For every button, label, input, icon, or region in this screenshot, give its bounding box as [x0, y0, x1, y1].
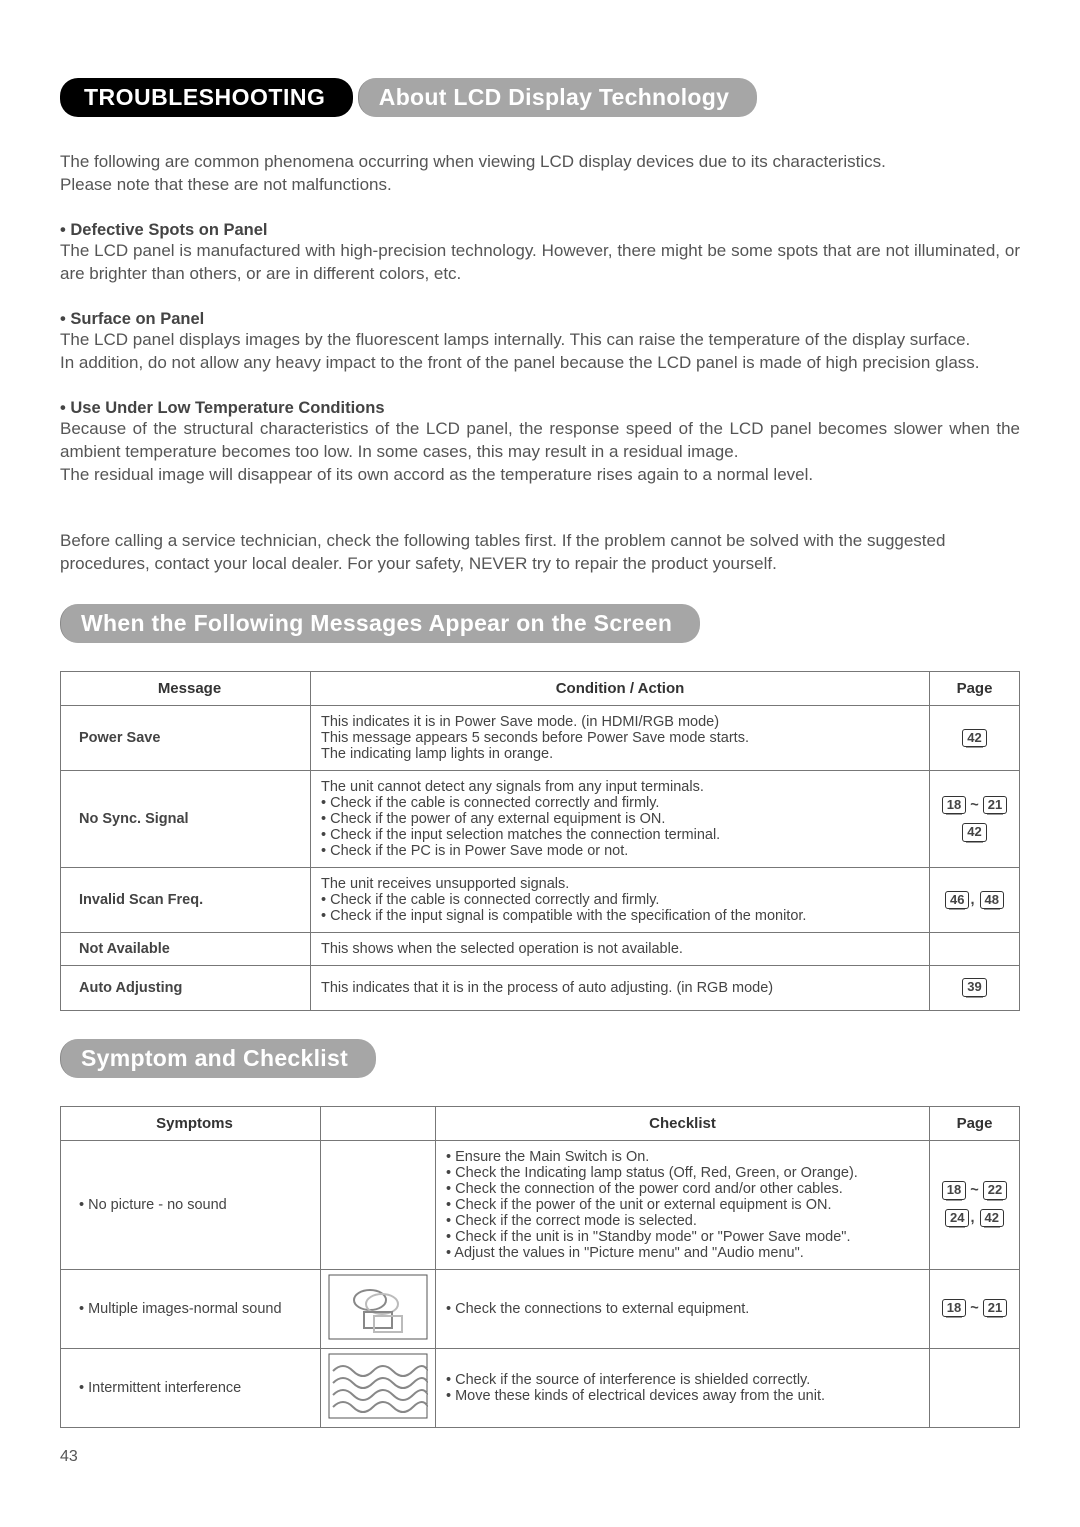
message-cell: Not Available	[61, 933, 311, 966]
col-image	[321, 1106, 436, 1140]
symptom-table: Symptoms Checklist Page • No picture - n…	[60, 1106, 1020, 1428]
col-symptoms: Symptoms	[61, 1106, 321, 1140]
bullet-text-lowtemp-2: The residual image will disappear of its…	[60, 464, 1020, 487]
symptom-image-cell	[321, 1269, 436, 1348]
message-cell: Power Save	[61, 706, 311, 771]
bullet-head-lowtemp: • Use Under Low Temperature Conditions	[60, 399, 1020, 418]
message-cell: No Sync. Signal	[61, 771, 311, 868]
bullet-text-lowtemp-1: Because of the structural characteristic…	[60, 418, 1020, 464]
table-row: • Intermittent interference • Check if th…	[61, 1348, 1020, 1427]
before-calling-text: Before calling a service technician, che…	[60, 530, 1020, 576]
table-row: • Multiple images-normal sound • Check th…	[61, 1269, 1020, 1348]
intro-line1: The following are common phenomena occur…	[60, 152, 886, 171]
page-number: 43	[60, 1448, 1020, 1466]
section-heading-lcd: About LCD Display Technology	[358, 78, 757, 117]
condition-cell: The unit cannot detect any signals from …	[311, 771, 930, 868]
page-cell	[930, 1348, 1020, 1427]
condition-cell: This shows when the selected operation i…	[311, 933, 930, 966]
section-heading-messages: When the Following Messages Appear on th…	[60, 604, 700, 643]
bullet-text-defective: The LCD panel is manufactured with high-…	[60, 240, 1020, 286]
bullet-text-surface-1: The LCD panel displays images by the flu…	[60, 329, 1020, 352]
col-page2: Page	[930, 1106, 1020, 1140]
table-row: Not AvailableThis shows when the selecte…	[61, 933, 1020, 966]
symptom-cell: • Intermittent interference	[61, 1348, 321, 1427]
page-title-badge: TROUBLESHOOTING	[60, 78, 353, 117]
col-page: Page	[930, 672, 1020, 706]
messages-table: Message Condition / Action Page Power Sa…	[60, 671, 1020, 1011]
col-checklist: Checklist	[436, 1106, 930, 1140]
page-cell: 18~2142	[930, 771, 1020, 868]
page-cell: 18~21	[930, 1269, 1020, 1348]
bullet-head-surface: • Surface on Panel	[60, 310, 1020, 329]
bullet-text-surface-2: In addition, do not allow any heavy impa…	[60, 352, 1020, 375]
col-message: Message	[61, 672, 311, 706]
page-cell: 39	[930, 966, 1020, 1011]
message-cell: Invalid Scan Freq.	[61, 868, 311, 933]
symptom-image-cell	[321, 1140, 436, 1269]
section-heading-symptom: Symptom and Checklist	[60, 1039, 376, 1078]
table-row: • No picture - no sound • Ensure the Main…	[61, 1140, 1020, 1269]
symptom-cell: • Multiple images-normal sound	[61, 1269, 321, 1348]
table-row: Invalid Scan Freq.The unit receives unsu…	[61, 868, 1020, 933]
condition-cell: The unit receives unsupported signals.• …	[311, 868, 930, 933]
col-condition: Condition / Action	[311, 672, 930, 706]
symptom-image-cell	[321, 1348, 436, 1427]
bullet-head-defective: • Defective Spots on Panel	[60, 221, 1020, 240]
condition-cell: This indicates it is in Power Save mode.…	[311, 706, 930, 771]
page-cell	[930, 933, 1020, 966]
checklist-cell: • Check if the source of interference is…	[436, 1348, 930, 1427]
checklist-cell: • Ensure the Main Switch is On.• Check t…	[436, 1140, 930, 1269]
condition-cell: This indicates that it is in the process…	[311, 966, 930, 1011]
page-cell: 46, 48	[930, 868, 1020, 933]
intro-text: The following are common phenomena occur…	[60, 151, 1020, 197]
table-row: Power SaveThis indicates it is in Power …	[61, 706, 1020, 771]
checklist-cell: • Check the connections to external equi…	[436, 1269, 930, 1348]
interference-icon	[328, 1353, 428, 1419]
ghost-image-icon	[328, 1274, 428, 1340]
message-cell: Auto Adjusting	[61, 966, 311, 1011]
table-row: No Sync. SignalThe unit cannot detect an…	[61, 771, 1020, 868]
table-row: Auto AdjustingThis indicates that it is …	[61, 966, 1020, 1011]
page-cell: 18~2224, 42	[930, 1140, 1020, 1269]
page-cell: 42	[930, 706, 1020, 771]
symptom-cell: • No picture - no sound	[61, 1140, 321, 1269]
intro-line2: Please note that these are not malfuncti…	[60, 175, 392, 194]
